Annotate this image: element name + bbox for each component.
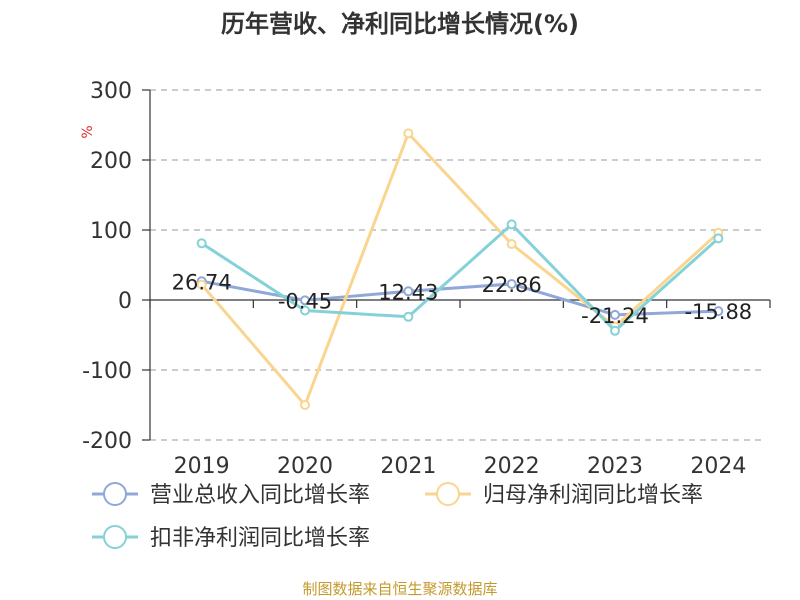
y-tick-label: 200 <box>90 149 132 174</box>
data-point <box>713 306 724 317</box>
data-point <box>403 311 414 322</box>
data-point <box>506 219 517 230</box>
data-point <box>300 400 310 410</box>
x-tick-label: 2020 <box>277 454 333 479</box>
data-label: 12.43 <box>378 280 438 304</box>
data-point <box>403 286 414 297</box>
legend-marker <box>103 525 127 549</box>
data-label: -21.24 <box>581 304 649 328</box>
axes <box>142 89 771 441</box>
legend-label: 营业总收入同比增长率 <box>150 483 370 508</box>
y-tick-label: 100 <box>90 219 132 244</box>
x-tick-label: 2024 <box>690 454 746 479</box>
data-labels: 26.74 -0.45 12.43 22.86 -21.24 -15.88 <box>172 270 753 328</box>
y-tick-labels: 300 200 100 0 -100 -200 <box>82 79 132 454</box>
data-point <box>300 295 310 306</box>
y-axis-unit: % <box>80 125 96 138</box>
x-tick-labels: 2019 2020 2021 2022 2023 2024 <box>174 454 747 479</box>
data-point <box>610 309 620 320</box>
x-tick-label: 2022 <box>484 454 540 479</box>
data-point <box>506 278 517 289</box>
chart-title: 历年营收、净利同比增长情况(%) <box>221 10 579 38</box>
source-note: 制图数据来自恒生聚源数据库 <box>302 580 497 598</box>
data-point <box>300 305 310 316</box>
data-point <box>713 233 724 244</box>
series-line <box>200 222 720 333</box>
y-tick-label: 0 <box>118 289 132 314</box>
data-label: 22.86 <box>482 273 542 297</box>
legend-marker <box>103 482 127 506</box>
y-tick-label: -200 <box>82 429 132 454</box>
data-point <box>610 325 620 336</box>
data-point <box>196 238 207 249</box>
series-line <box>200 131 720 407</box>
x-tick-label: 2021 <box>380 454 436 479</box>
grid-lines <box>150 89 765 441</box>
data-point <box>506 239 517 249</box>
data-label: 26.74 <box>172 270 232 294</box>
data-label: -15.88 <box>684 300 752 324</box>
y-tick-label: 300 <box>90 79 132 104</box>
data-label: -0.45 <box>278 289 332 313</box>
data-point <box>196 279 207 290</box>
x-tick-label: 2023 <box>587 454 643 479</box>
legend-marker <box>436 482 460 506</box>
legend-label: 扣非净利润同比增长率 <box>150 526 370 551</box>
series-lines <box>196 128 724 410</box>
x-tick-label: 2019 <box>174 454 230 479</box>
legend-label: 归母净利润同比增长率 <box>483 483 703 508</box>
y-tick-label: -100 <box>82 359 132 384</box>
data-point <box>403 128 414 139</box>
